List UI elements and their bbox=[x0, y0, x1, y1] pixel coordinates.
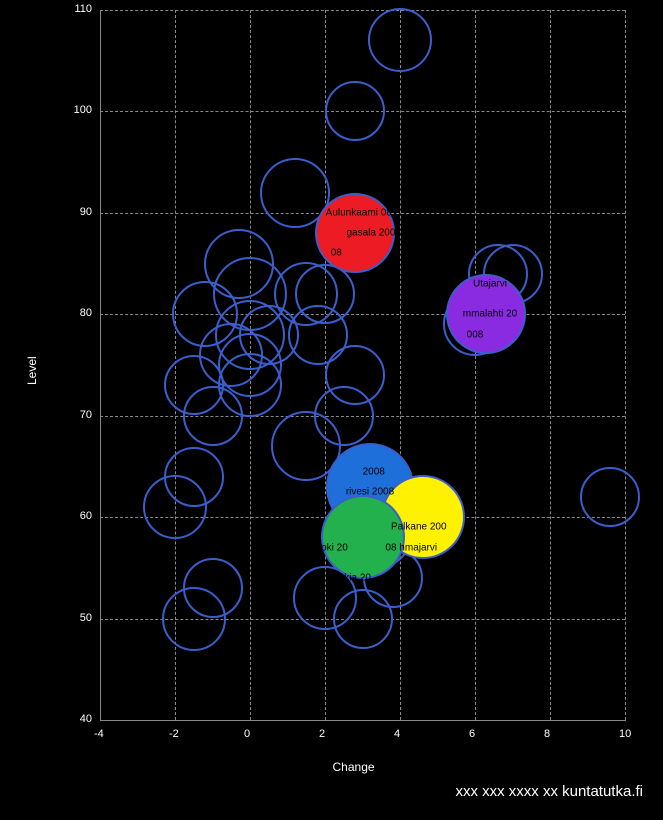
y-tick-label: 100 bbox=[74, 104, 92, 116]
x-tick-label: 2 bbox=[319, 728, 325, 740]
gridline-v bbox=[625, 10, 626, 720]
x-tick-label: -2 bbox=[169, 728, 179, 740]
y-tick-label: 50 bbox=[80, 612, 92, 624]
y-tick-label: 60 bbox=[80, 510, 92, 522]
bubble-filled bbox=[321, 495, 405, 579]
bubble-open bbox=[580, 467, 640, 527]
bubble-open bbox=[143, 475, 207, 539]
bubble-open bbox=[325, 81, 385, 141]
x-tick-label: 8 bbox=[544, 728, 550, 740]
bubble-open bbox=[333, 589, 393, 649]
gridline-v bbox=[550, 10, 551, 720]
chart-container: xxx xxx xxxx xx kuntatutka.fi Change Lev… bbox=[0, 0, 663, 820]
gridline-v bbox=[400, 10, 401, 720]
gridline-h bbox=[100, 10, 625, 11]
gridline-v bbox=[475, 10, 476, 720]
chart-title: xxx xxx xxxx xx kuntatutka.fi bbox=[455, 783, 643, 800]
bubble-filled bbox=[315, 193, 395, 273]
y-tick-label: 70 bbox=[80, 409, 92, 421]
bubble-open bbox=[368, 8, 432, 72]
y-axis-label: Level bbox=[25, 356, 39, 385]
y-tick-label: 40 bbox=[80, 713, 92, 725]
x-tick-label: 0 bbox=[244, 728, 250, 740]
x-tick-label: 4 bbox=[394, 728, 400, 740]
bubble-filled bbox=[446, 274, 526, 354]
y-tick-label: 80 bbox=[80, 307, 92, 319]
gridline-h bbox=[100, 720, 625, 721]
y-tick-label: 90 bbox=[80, 206, 92, 218]
bubble-open bbox=[183, 558, 243, 618]
x-tick-label: 6 bbox=[469, 728, 475, 740]
x-tick-label: 10 bbox=[619, 728, 631, 740]
y-tick-label: 110 bbox=[74, 3, 92, 15]
gridline-v bbox=[100, 10, 101, 720]
bubble-open bbox=[183, 386, 243, 446]
x-axis-label: Change bbox=[333, 760, 375, 774]
x-tick-label: -4 bbox=[94, 728, 104, 740]
